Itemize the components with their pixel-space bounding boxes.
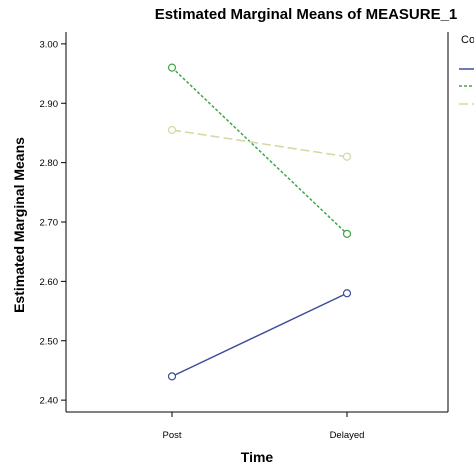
data-point (167, 125, 177, 135)
y-tick-label: 2.50 (40, 336, 59, 347)
series-lines (167, 63, 352, 381)
data-point (167, 372, 177, 381)
x-axis-ticks: Post Delayed (162, 412, 364, 441)
y-axis-ticks: 2.40 2.50 2.60 2.70 2.80 2.90 3.00 (40, 39, 66, 407)
plot-area (65, 32, 449, 413)
y-tick-label: 3.00 (40, 39, 59, 50)
y-tick-label: 2.60 (40, 277, 59, 288)
legend-title: Co (461, 34, 474, 46)
data-point (342, 229, 352, 238)
series-line (171, 129, 348, 158)
data-point (167, 63, 177, 72)
y-tick-label: 2.90 (40, 99, 59, 110)
x-tick-label: Delayed (330, 430, 365, 441)
chart-title: Estimated Marginal Means of MEASURE_1 (155, 6, 458, 23)
x-axis-label: Time (241, 449, 274, 465)
y-axis-label: Estimated Marginal Means (11, 137, 27, 313)
y-tick-label: 2.70 (40, 218, 59, 229)
data-point (342, 289, 352, 298)
x-tick-label: Post (162, 430, 181, 441)
legend: Co (459, 34, 474, 105)
y-tick-label: 2.40 (40, 396, 59, 407)
series-line (171, 292, 348, 378)
series-line (171, 67, 348, 235)
y-tick-label: 2.80 (40, 158, 59, 169)
data-point (342, 152, 352, 161)
